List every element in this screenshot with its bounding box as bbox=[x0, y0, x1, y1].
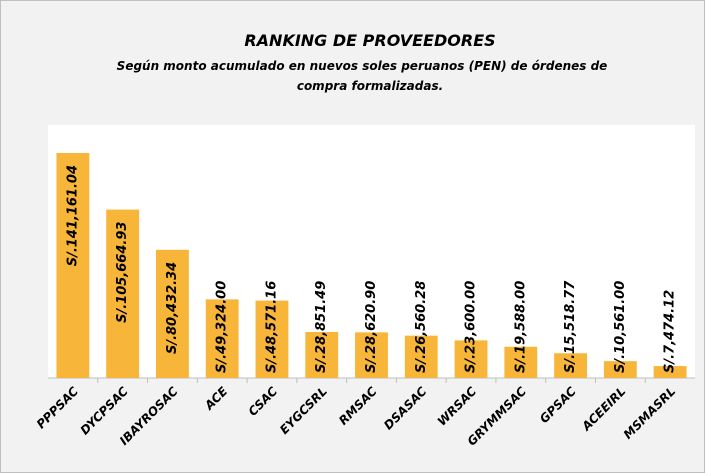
bar bbox=[404, 335, 438, 378]
data-label: S/.19,588.00 bbox=[513, 281, 528, 373]
bar bbox=[305, 332, 339, 378]
data-label: S/.26,560.28 bbox=[414, 281, 429, 373]
data-label: S/.28,620.90 bbox=[364, 281, 379, 373]
data-label: S/.80,432.34 bbox=[165, 262, 180, 354]
bar bbox=[653, 366, 687, 378]
bar bbox=[355, 332, 388, 378]
data-label: S/.7,474.12 bbox=[663, 290, 678, 373]
data-label: S/.15,518.77 bbox=[563, 280, 578, 373]
bar bbox=[554, 353, 588, 378]
data-label: S/.28,851.49 bbox=[314, 281, 329, 373]
chart-subtitle: compra formalizadas. bbox=[297, 79, 443, 93]
data-label: S/.23,600.00 bbox=[464, 281, 479, 373]
bar bbox=[56, 153, 90, 378]
bar bbox=[255, 300, 289, 378]
data-label: S/.10,561.00 bbox=[613, 281, 628, 373]
chart-subtitle: Según monto acumulado en nuevos soles pe… bbox=[117, 59, 608, 73]
bar bbox=[155, 249, 189, 378]
bar bbox=[504, 346, 538, 378]
bar bbox=[603, 361, 637, 378]
chart-title: RANKING DE PROVEEDORES bbox=[244, 31, 495, 50]
bar bbox=[205, 299, 239, 378]
bar bbox=[106, 209, 140, 378]
data-label: S/.141,161.04 bbox=[65, 165, 80, 266]
data-label: S/.48,571.16 bbox=[264, 281, 279, 373]
data-label: S/.105,664.93 bbox=[115, 222, 130, 323]
data-label: S/.49,324.00 bbox=[215, 281, 230, 373]
bar bbox=[454, 340, 488, 378]
